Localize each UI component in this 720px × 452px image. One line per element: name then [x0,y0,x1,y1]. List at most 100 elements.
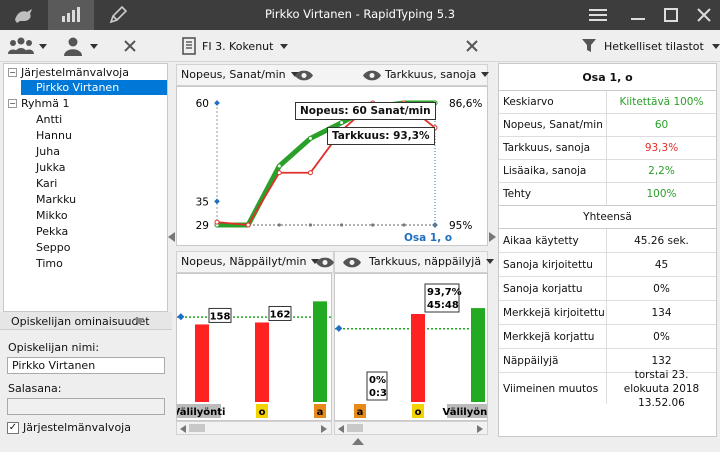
editor-mode-icon[interactable] [96,0,140,30]
data-point [307,135,313,141]
tree-item[interactable]: Mikko [36,209,68,222]
keystroke-speed-label: Nopeus, Näppäilyt/min [181,255,307,268]
category-label: a [317,407,324,418]
student-props-header[interactable]: Opiskelijan ominaisuudet [0,312,172,330]
scroll-right-icon[interactable] [321,425,327,433]
minimize-icon[interactable] [622,0,654,30]
scroll-right-icon[interactable] [477,425,483,433]
eye-icon[interactable] [295,70,313,81]
book-icon [182,37,196,55]
data-label: 45:48 [427,300,459,311]
stats-mode-dropdown[interactable]: Hetkelliset tilastot [582,34,720,58]
splitter-right-icon[interactable] [489,232,496,242]
eye-icon[interactable] [363,70,381,81]
maximize-icon[interactable] [656,0,686,30]
data-point [276,163,282,169]
student-props-title: Opiskelijan ominaisuudet [11,315,150,328]
top-chart-header: Nopeus, Sanat/min Tarkkuus, sanoja [176,64,490,86]
total-header: Yhteensä [499,205,716,228]
data-label-box [424,283,460,313]
y-left-tick-marker [214,198,220,205]
tree-item[interactable]: Kari [36,177,58,190]
tree-item[interactable]: Seppo [36,241,71,254]
keystroke-speed-dropdown[interactable]: Nopeus, Näppäilyt/min [181,255,320,268]
eye-icon[interactable] [316,257,334,268]
password-label: Salasana: [8,382,62,395]
close-lesson-button[interactable] [466,34,478,58]
filter-icon [582,39,596,52]
accuracy-tooltip: Tarkkuus: 93,3% [327,127,435,145]
category-chip [256,404,268,418]
statistics-mode-icon[interactable] [48,0,94,30]
y-left-tick-label: 35 [196,196,209,208]
eye-icon[interactable] [343,257,361,268]
speed-chart-scrollbar[interactable] [176,421,332,435]
keystroke-accuracy-dropdown[interactable]: Tarkkuus, näppäilyjä [369,255,495,268]
data-label-box [366,371,388,401]
bar [411,314,425,402]
category-label: o [415,407,422,418]
delete-user-button[interactable] [124,34,136,58]
tree-item[interactable]: Markku [36,193,77,206]
tree-group-ryhma1[interactable]: Ryhmä 1 [21,97,70,110]
menu-icon[interactable] [580,0,616,30]
user-icon [64,37,82,56]
x-tick [371,223,375,227]
admin-checkbox[interactable]: ✓ [7,422,19,434]
category-label: Välilyönti [443,407,487,418]
user-menu-button[interactable] [64,34,98,58]
app-logo-icon[interactable] [0,0,48,30]
tree-item-selected[interactable]: Pirkko Virtanen [21,80,167,95]
accuracy-metric-dropdown[interactable]: Tarkkuus, sanoja [385,68,490,81]
collapse-toggle[interactable]: − [8,68,17,77]
scroll-thumb[interactable] [347,424,363,432]
admin-checkbox-label: Järjestelmänvalvoja [23,421,131,434]
splitter-left-icon[interactable] [168,232,175,242]
series-line-nopeus [217,100,435,228]
tree-item[interactable]: Pekka [36,225,69,238]
y-right-tick-label: 95% [449,220,472,232]
data-label: 162 [270,309,291,320]
data-label-box [208,307,232,323]
data-label: 0:3 [369,388,387,399]
average-marker [335,324,343,332]
bar [255,322,269,402]
splitter-up-icon[interactable] [352,438,364,445]
speed-bar-chart: Välilyönti o a 158 162 [176,273,332,421]
bottom-left-header: Nopeus, Näppäilyt/min [176,251,334,273]
stats-row: Näppäilyjä 132 [499,348,716,372]
student-name-field[interactable]: Pirkko Virtanen [7,357,165,374]
category-chip [447,404,487,418]
scroll-thumb[interactable] [189,424,205,432]
stats-row: Sanoja kirjoitettu 45 [499,252,716,276]
tree-item[interactable]: Juha [36,145,60,158]
password-field[interactable] [7,398,165,415]
stats-row: Sanoja korjattu 0% [499,276,716,300]
speed-metric-dropdown[interactable]: Nopeus, Sanat/min [181,68,299,81]
lesson-tag: Osa 1, o [404,232,453,244]
x-tick [277,223,281,227]
tree-item[interactable]: Timo [36,257,63,270]
close-window-icon[interactable] [688,0,720,30]
keystroke-accuracy-label: Tarkkuus, näppäilyjä [369,255,482,268]
tree-item[interactable]: Jukka [36,161,66,174]
data-point [214,219,220,225]
data-label: 0% [369,375,386,386]
collapse-toggle[interactable]: − [8,99,17,108]
accuracy-chart-scrollbar[interactable] [334,421,488,435]
tree-item[interactable]: Antti [36,113,63,126]
stats-row: Viimeinen muutos torstai 23. elokuuta 201… [499,369,716,409]
stats-header: Osa 1, o [582,70,633,84]
tree-group-admin[interactable]: Järjestelmänvalvoja [21,66,129,79]
tree-item[interactable]: Hannu [36,129,72,142]
lesson-select-button[interactable]: FI 3. Kokenut [182,34,289,58]
category-label: Välilyönti [177,407,225,418]
scroll-left-icon[interactable] [180,425,186,433]
scroll-left-icon[interactable] [338,425,344,433]
data-label: 158 [210,311,231,322]
stats-row: Merkkejä kirjoitettu 134 [499,300,716,324]
group-menu-button[interactable] [8,34,47,58]
accuracy-metric-label: Tarkkuus, sanoja [385,68,477,81]
bar [195,324,209,402]
window-title: Pirkko Virtanen - RapidTyping 5.3 [264,7,456,21]
